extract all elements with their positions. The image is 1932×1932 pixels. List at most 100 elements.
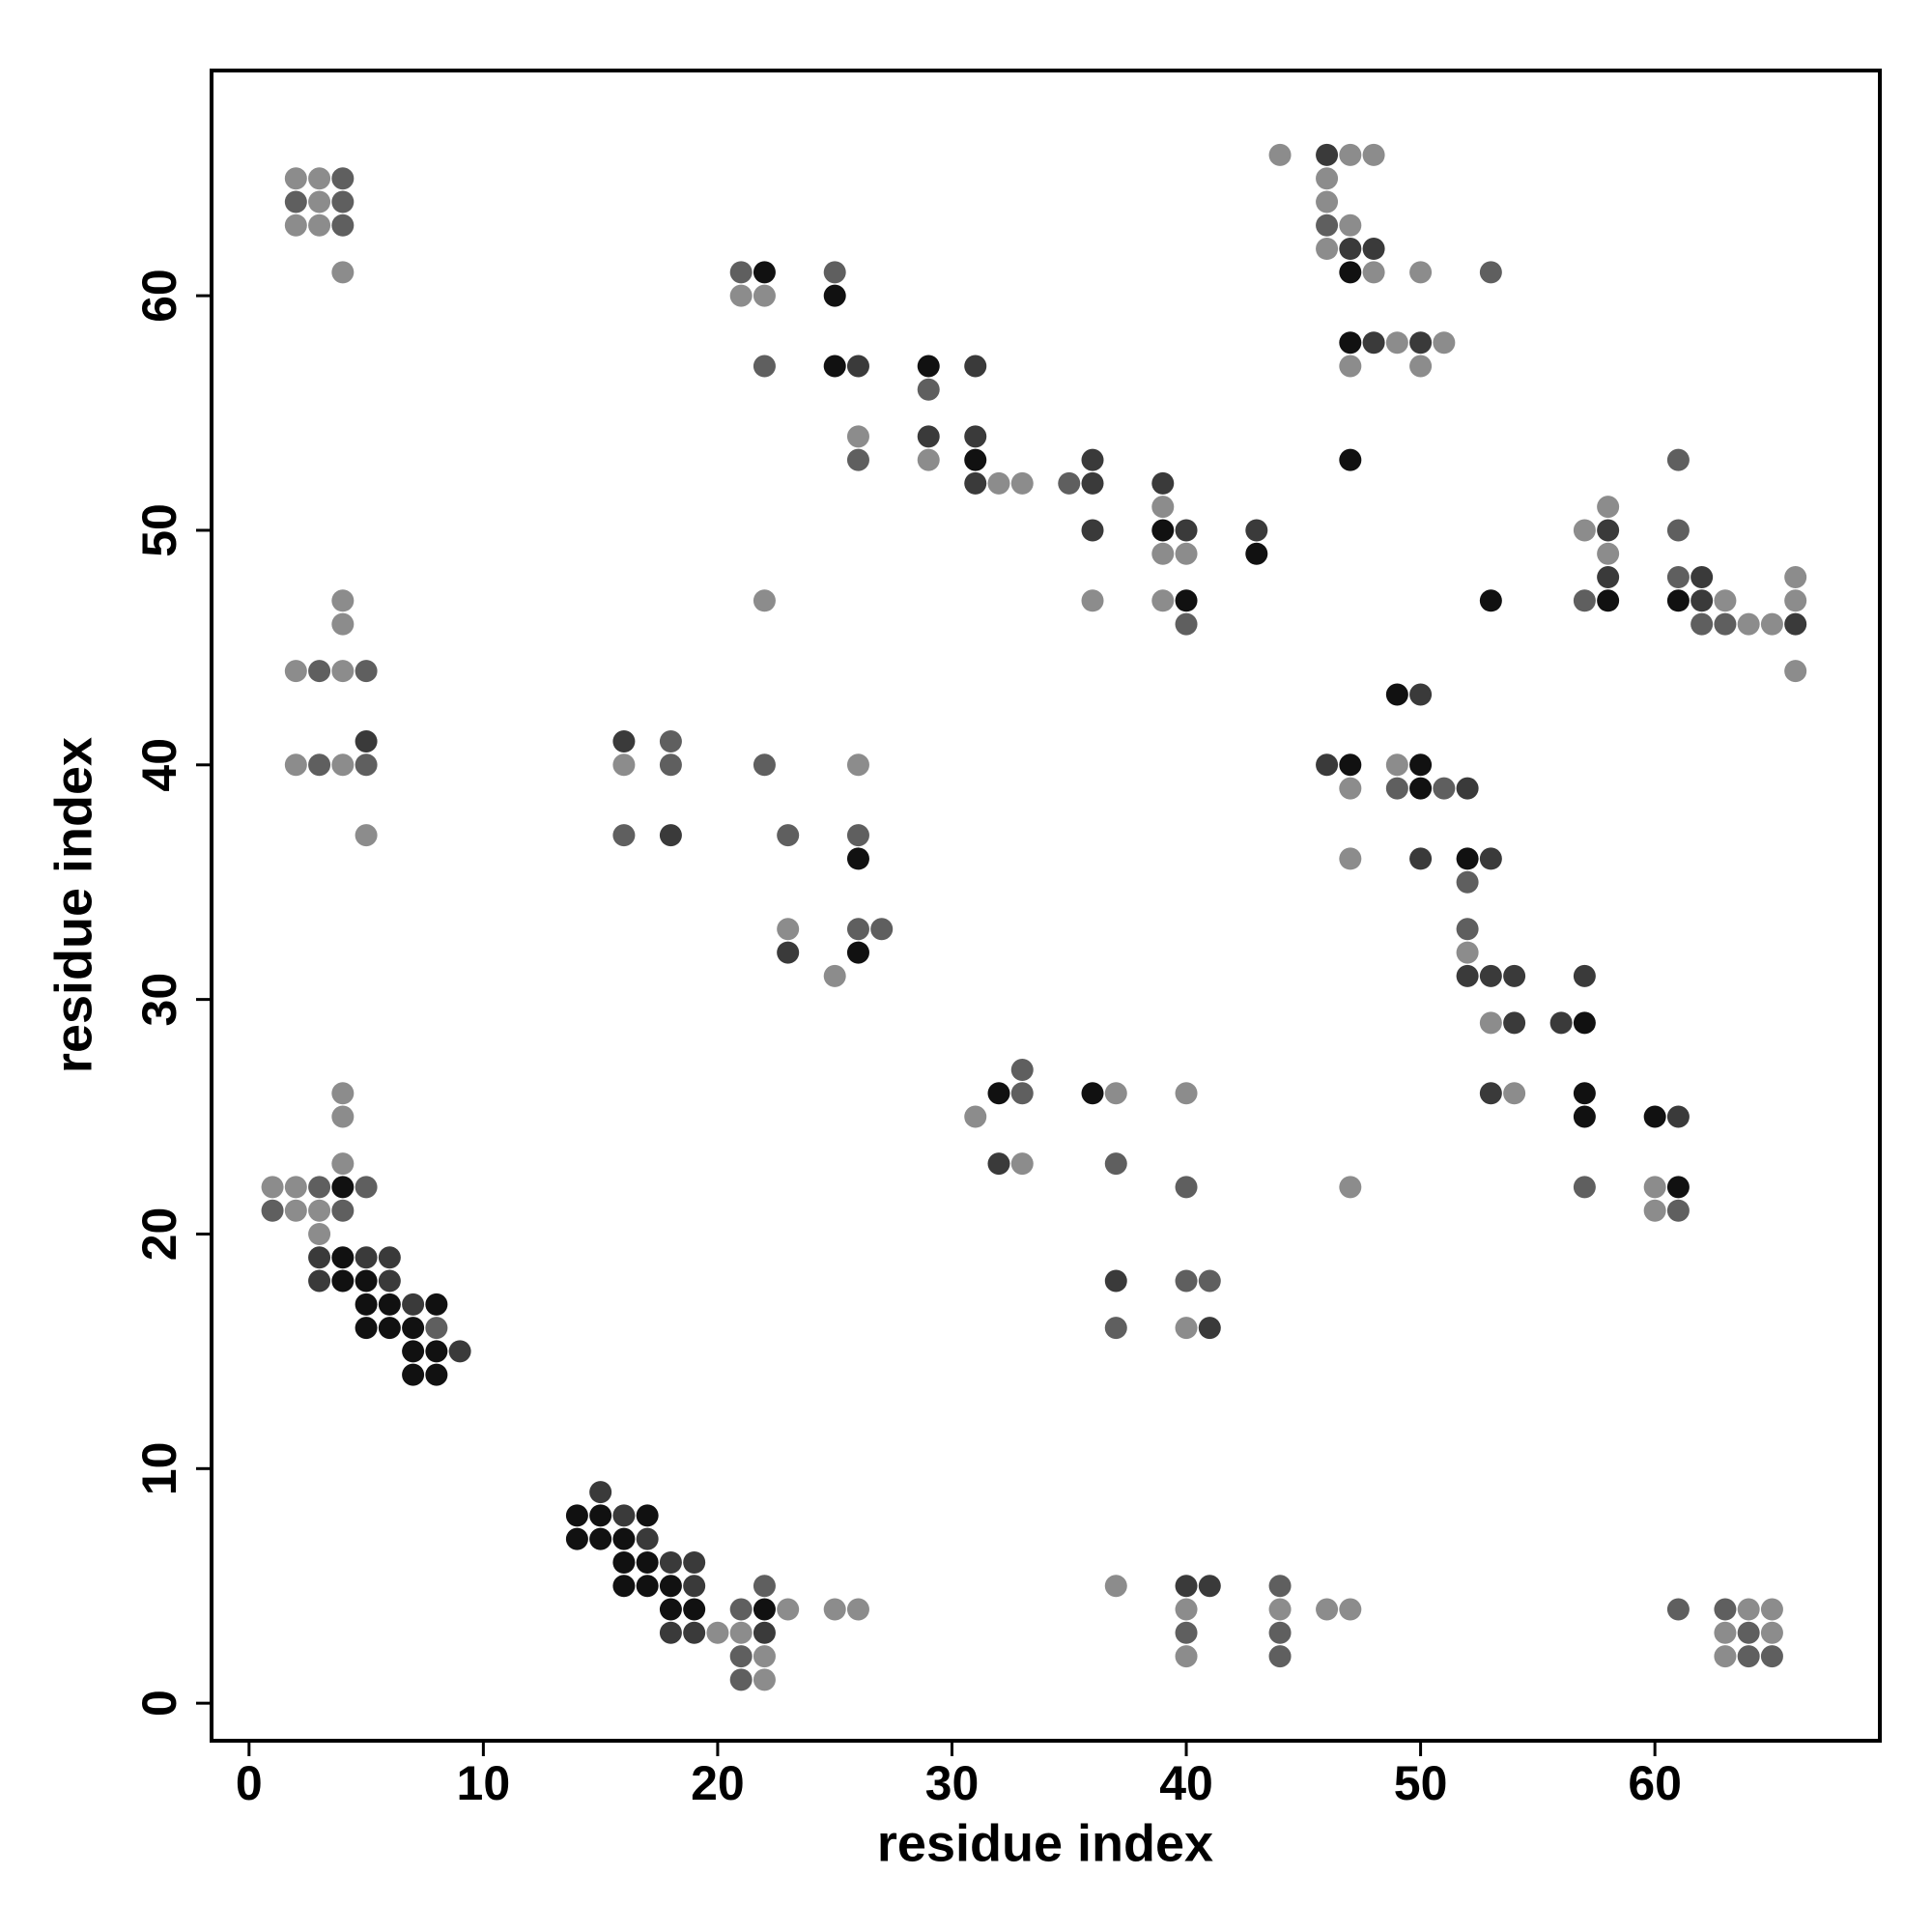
- point: [1760, 1645, 1783, 1668]
- point: [1409, 261, 1433, 284]
- point: [964, 448, 987, 471]
- point: [1409, 355, 1433, 378]
- point: [1760, 1621, 1783, 1644]
- point: [1081, 1082, 1104, 1105]
- point: [1104, 1317, 1127, 1340]
- point: [402, 1293, 425, 1316]
- point: [284, 1176, 307, 1199]
- point: [753, 1668, 776, 1691]
- point: [1175, 1176, 1198, 1199]
- point: [1268, 1621, 1292, 1644]
- point: [683, 1598, 706, 1621]
- point: [1175, 1621, 1198, 1644]
- point: [1081, 589, 1104, 612]
- point: [1268, 1575, 1292, 1598]
- point: [1316, 1598, 1339, 1621]
- point: [308, 1176, 331, 1199]
- point: [987, 1082, 1010, 1105]
- point: [1456, 777, 1479, 800]
- point: [612, 824, 636, 847]
- point: [1666, 1105, 1690, 1128]
- point: [1503, 1082, 1526, 1105]
- point: [659, 1621, 682, 1644]
- point: [355, 1246, 378, 1269]
- x-tick-label: 50: [1394, 1756, 1448, 1810]
- y-tick-label: 40: [132, 738, 186, 792]
- point: [1385, 777, 1408, 800]
- point: [1198, 1269, 1221, 1293]
- point: [659, 1575, 682, 1598]
- point: [1666, 519, 1690, 542]
- point: [308, 753, 331, 777]
- point: [1010, 1082, 1034, 1105]
- point: [777, 941, 800, 964]
- point: [1104, 1269, 1127, 1293]
- point: [636, 1550, 659, 1574]
- point: [1714, 1645, 1737, 1668]
- point: [1737, 1645, 1760, 1668]
- point: [659, 1598, 682, 1621]
- x-tick-label: 0: [236, 1756, 263, 1810]
- point: [846, 448, 869, 471]
- point: [964, 1105, 987, 1128]
- point: [1339, 777, 1362, 800]
- point: [753, 589, 776, 612]
- point: [777, 918, 800, 941]
- point: [1479, 964, 1502, 987]
- point: [1479, 589, 1502, 612]
- x-tick-label: 40: [1159, 1756, 1213, 1810]
- point: [1198, 1575, 1221, 1598]
- point: [589, 1481, 612, 1504]
- point: [846, 918, 869, 941]
- point: [355, 1293, 378, 1316]
- point: [1690, 612, 1714, 636]
- point: [1339, 238, 1362, 261]
- point: [1597, 566, 1620, 589]
- point: [1573, 519, 1596, 542]
- point: [1714, 1621, 1737, 1644]
- point: [846, 1598, 869, 1621]
- point: [777, 824, 800, 847]
- point: [1362, 261, 1385, 284]
- point: [1666, 1176, 1690, 1199]
- point: [753, 1575, 776, 1598]
- y-tick-label: 0: [132, 1690, 186, 1717]
- point: [1339, 1598, 1362, 1621]
- point: [917, 355, 940, 378]
- point: [1010, 1058, 1034, 1081]
- point: [308, 190, 331, 213]
- point: [331, 1152, 355, 1176]
- point: [1714, 1598, 1737, 1621]
- point: [683, 1550, 706, 1574]
- point: [308, 660, 331, 683]
- point: [1456, 964, 1479, 987]
- point: [729, 1621, 753, 1644]
- point: [753, 1598, 776, 1621]
- y-tick-label: 10: [132, 1441, 186, 1495]
- point: [870, 918, 894, 941]
- point: [1573, 964, 1596, 987]
- point: [331, 753, 355, 777]
- point: [308, 1222, 331, 1245]
- point: [753, 261, 776, 284]
- point: [1175, 1317, 1198, 1340]
- point: [659, 1550, 682, 1574]
- point: [823, 261, 846, 284]
- x-axis-title: residue index: [877, 1814, 1213, 1872]
- x-tick-label: 10: [457, 1756, 511, 1810]
- point: [1385, 331, 1408, 355]
- point: [331, 612, 355, 636]
- point: [1456, 847, 1479, 870]
- point: [1362, 238, 1385, 261]
- point: [1409, 777, 1433, 800]
- point: [308, 167, 331, 190]
- point: [1316, 213, 1339, 237]
- point: [846, 847, 869, 870]
- point: [1175, 1598, 1198, 1621]
- point: [612, 753, 636, 777]
- point: [1760, 612, 1783, 636]
- point: [378, 1246, 401, 1269]
- point: [425, 1340, 448, 1363]
- point: [917, 378, 940, 401]
- point: [636, 1504, 659, 1527]
